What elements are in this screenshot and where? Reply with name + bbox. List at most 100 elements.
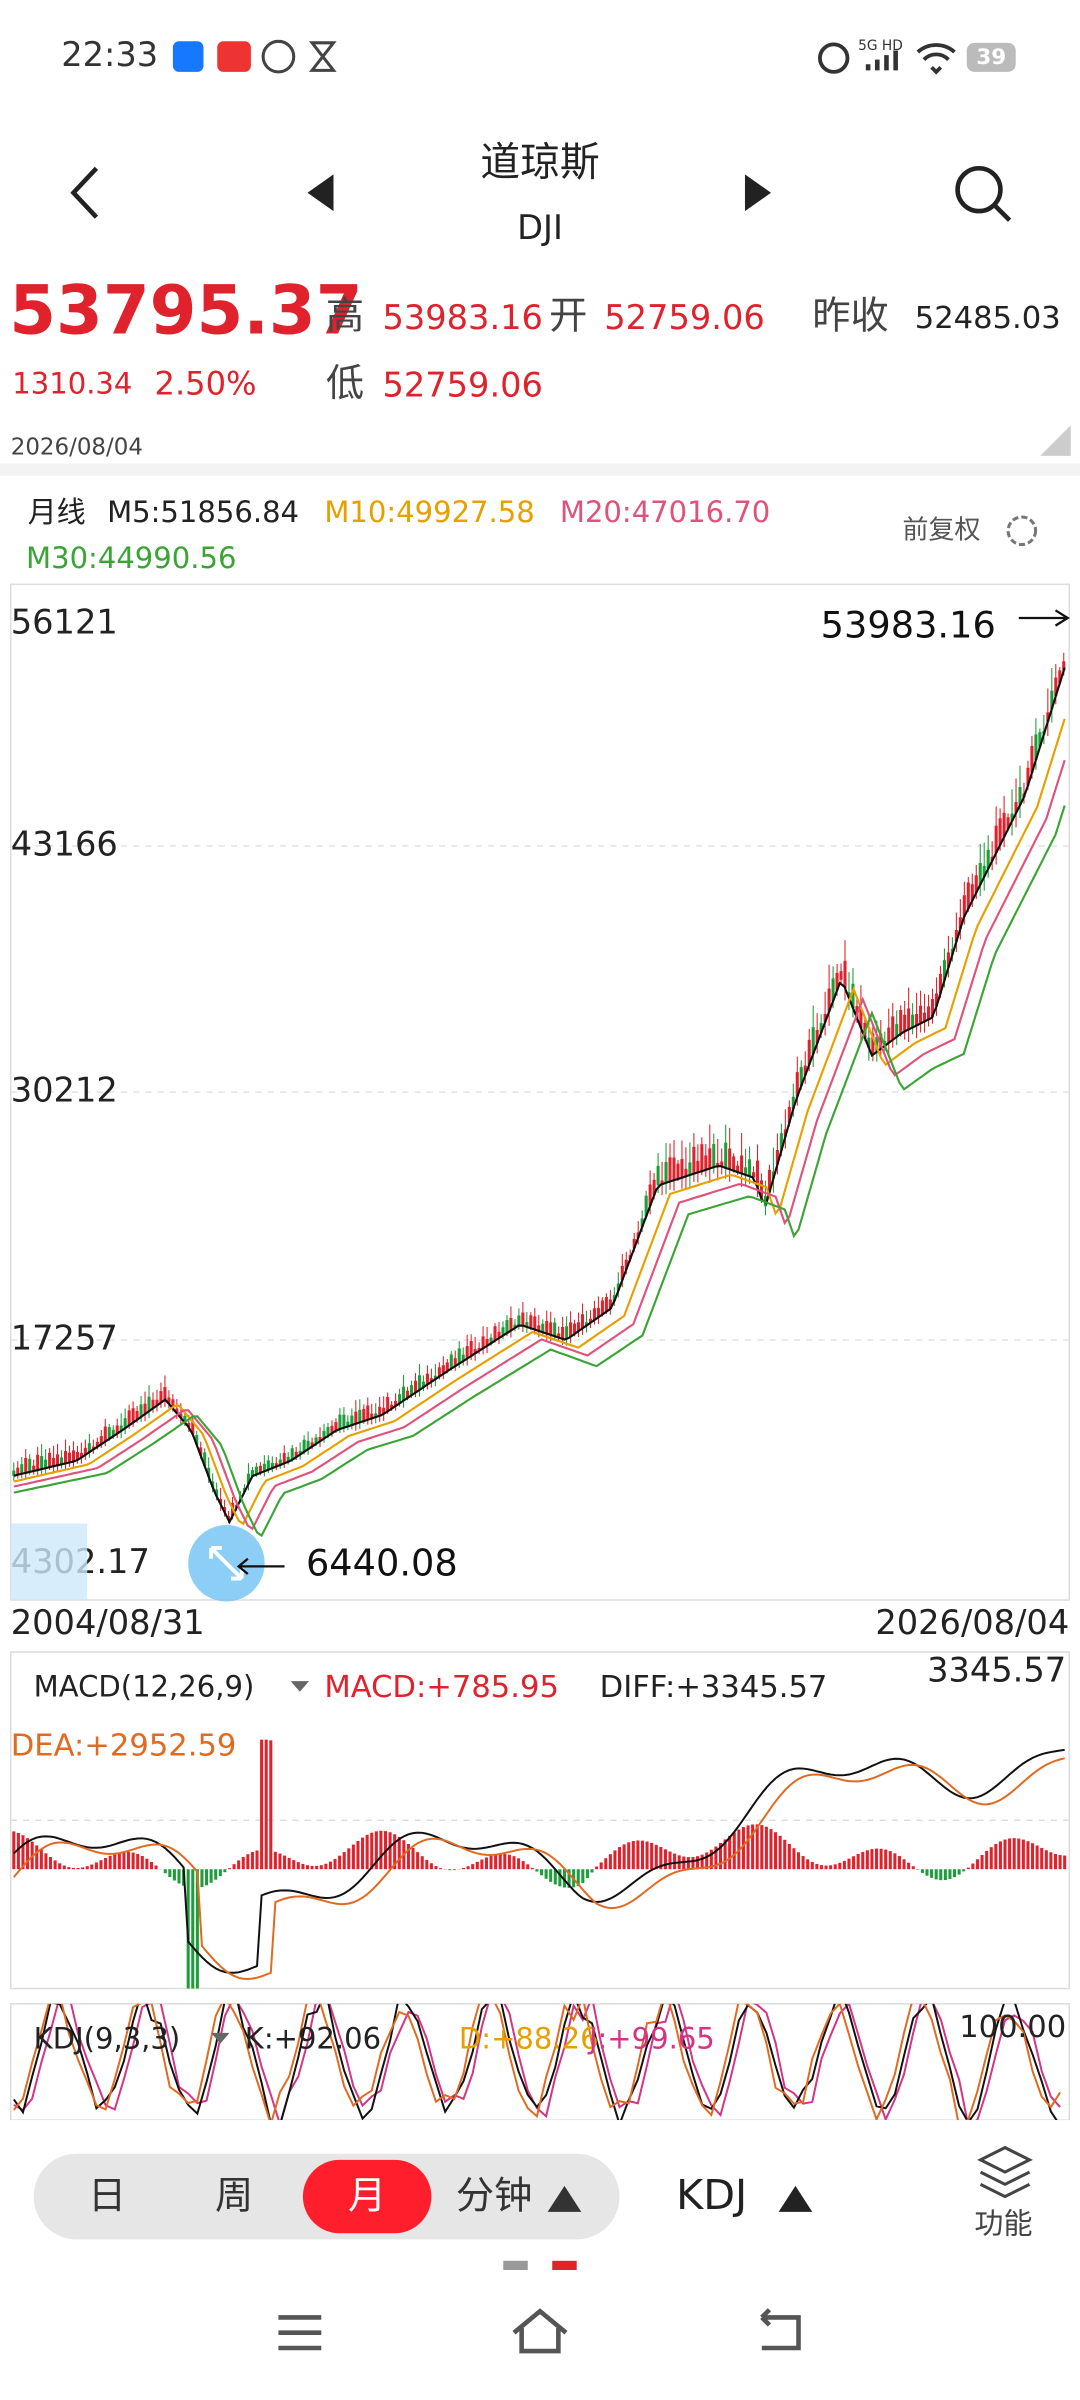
candle-body xyxy=(12,1470,16,1476)
candle-body xyxy=(421,1381,425,1388)
open-value: 52759.06 xyxy=(604,298,765,337)
candle-body xyxy=(565,1326,569,1340)
indicator-caret[interactable] xyxy=(778,2185,813,2212)
macd-bar xyxy=(200,1869,204,1888)
kdj-dropdown[interactable] xyxy=(211,2032,230,2044)
macd-bar xyxy=(39,1849,43,1870)
macd-bar xyxy=(760,1825,764,1870)
candle-body xyxy=(191,1421,195,1435)
ma-line xyxy=(13,667,1066,1525)
macd-bar xyxy=(806,1859,810,1870)
candle-body xyxy=(843,960,847,989)
prev-button[interactable] xyxy=(307,174,334,212)
nav-back[interactable] xyxy=(760,2308,801,2351)
battery-level: 39 xyxy=(976,45,1006,70)
macd-bar xyxy=(283,1855,287,1870)
candle-body xyxy=(938,973,942,994)
macd-bar xyxy=(957,1869,961,1875)
macd-bar xyxy=(989,1847,993,1870)
candle-body xyxy=(596,1307,600,1318)
macd-bar xyxy=(379,1830,383,1870)
macd-bar xyxy=(131,1852,135,1870)
settings-button[interactable] xyxy=(1006,515,1038,547)
candle-body xyxy=(203,1452,207,1467)
macd-dropdown[interactable] xyxy=(290,1681,310,1692)
alarm-icon xyxy=(818,42,850,74)
macd-title[interactable]: MACD(12,26,9) xyxy=(34,1670,255,1704)
tab-caret[interactable] xyxy=(547,2185,582,2212)
candle-body xyxy=(409,1385,414,1396)
macd-bar xyxy=(452,1869,456,1871)
candle-body xyxy=(366,1405,370,1420)
search-button[interactable] xyxy=(992,203,1012,222)
expand-corner[interactable] xyxy=(1040,425,1071,456)
indicator-button[interactable]: KDJ xyxy=(676,2171,747,2219)
candle-body xyxy=(135,1410,139,1420)
candle-body xyxy=(779,1133,783,1151)
candle-body xyxy=(696,1160,700,1173)
function-icon[interactable] xyxy=(977,2145,1033,2199)
candle-body xyxy=(592,1308,596,1321)
candle-body xyxy=(473,1349,477,1354)
macd-bar xyxy=(1026,1841,1030,1870)
macd-bar xyxy=(122,1851,126,1870)
nav-home[interactable] xyxy=(512,2308,568,2354)
next-button[interactable] xyxy=(744,174,771,212)
function-label[interactable]: 功能 xyxy=(974,2207,1032,2241)
adjust-button[interactable]: 前复权 xyxy=(903,515,981,545)
candle-body xyxy=(680,1159,684,1178)
candle-body xyxy=(807,1039,811,1065)
macd-bar xyxy=(498,1853,502,1870)
candle-body xyxy=(223,1507,227,1513)
macd-bar xyxy=(420,1856,424,1870)
macd-bar xyxy=(113,1854,117,1870)
candle-body xyxy=(151,1399,155,1409)
max-price-label: 53983.16 xyxy=(821,604,996,647)
macd-bar xyxy=(829,1865,833,1870)
zoom-icon[interactable] xyxy=(209,1546,244,1581)
nav-menu[interactable] xyxy=(278,2315,322,2351)
macd-bar xyxy=(292,1860,296,1870)
kdj-title[interactable]: KDJ(9,3,3) xyxy=(34,2022,181,2056)
page-dot-active xyxy=(552,2260,577,2270)
macd-bar xyxy=(659,1846,663,1870)
candle-body xyxy=(445,1362,449,1372)
candle-body xyxy=(155,1399,159,1406)
tab[interactable]: 分钟 xyxy=(456,2175,532,2219)
macd-bar xyxy=(310,1865,314,1870)
candle-body xyxy=(334,1422,338,1431)
tab-selected[interactable] xyxy=(302,2159,432,2234)
candle-body xyxy=(453,1358,457,1367)
candle-body xyxy=(891,1016,895,1040)
macd-bar xyxy=(301,1863,305,1870)
tab[interactable]: 月 xyxy=(348,2175,386,2219)
kdj-line xyxy=(13,2003,1061,2121)
macd-bar xyxy=(434,1866,438,1870)
search-button[interactable] xyxy=(955,165,1003,214)
candle-body xyxy=(954,929,958,942)
candle-body xyxy=(545,1321,549,1334)
macd-bar xyxy=(333,1858,337,1870)
candle-body xyxy=(306,1440,310,1450)
macd-bar xyxy=(1031,1843,1035,1870)
candle-body xyxy=(1058,670,1062,684)
min-arrow xyxy=(236,1557,285,1575)
tab[interactable]: 周 xyxy=(215,2175,253,2219)
candle-body xyxy=(553,1322,557,1337)
back-button[interactable] xyxy=(70,166,99,219)
candle-body xyxy=(131,1408,135,1423)
candle-body xyxy=(163,1387,167,1400)
candle-body xyxy=(978,862,982,885)
tab[interactable]: 日 xyxy=(88,2175,126,2219)
candle-body xyxy=(417,1375,421,1390)
candle-body xyxy=(688,1162,692,1176)
candle-body xyxy=(895,1024,899,1037)
macd-bar xyxy=(879,1848,883,1870)
macd-bar xyxy=(136,1853,140,1870)
stock-name: 道琼斯 xyxy=(480,140,599,186)
candle-body xyxy=(851,983,855,1009)
macd-bar xyxy=(824,1865,828,1870)
candle-body xyxy=(159,1391,163,1403)
dea-value: DEA:+2952.59 xyxy=(11,1728,237,1763)
